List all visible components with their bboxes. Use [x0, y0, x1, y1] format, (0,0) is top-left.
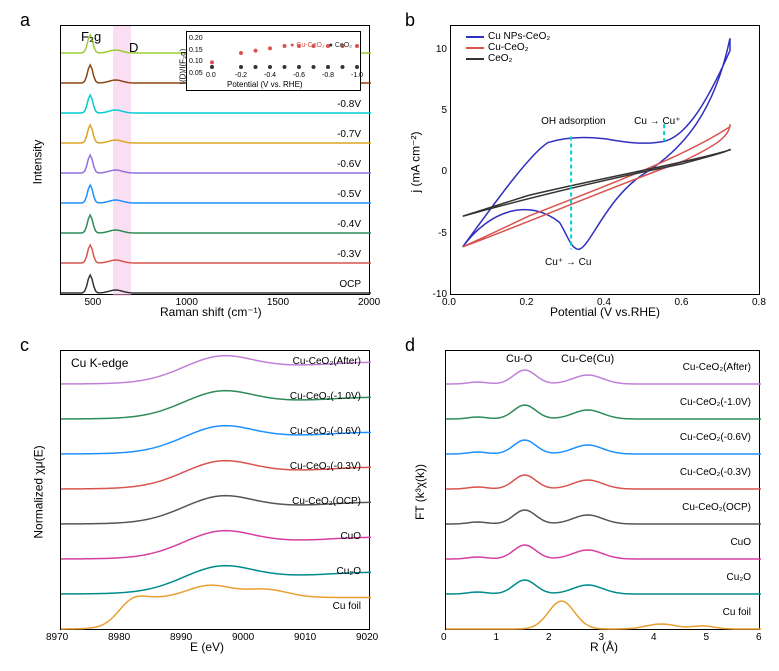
plot-d-area: Cu-O Cu-Ce(Cu) Cu-CeO₂(After)Cu-CeO₂(-1.… — [445, 350, 760, 630]
b-annotation: Cu⁺ → Cu — [545, 257, 591, 268]
c-xtick: 8990 — [170, 632, 192, 643]
d-xtick: 0 — [441, 632, 447, 643]
raman-trace-label: OCP — [339, 279, 361, 290]
b-ytick: -10 — [431, 289, 447, 300]
b-ytick: 5 — [431, 105, 447, 116]
inset-xtick: -0.2 — [235, 72, 247, 79]
c-xtick: 9010 — [294, 632, 316, 643]
peak-f2g: F₂g — [81, 29, 101, 44]
inset-xtick: 0.0 — [206, 72, 216, 79]
cv-svg — [451, 26, 761, 296]
b-legend-item: Cu-CeO₂ — [466, 42, 550, 53]
c-xtick: 8980 — [108, 632, 130, 643]
xanes-label: Cu-CeO₂(-1.0V) — [290, 391, 361, 402]
b-annotation: Cu → Cu⁺ — [634, 116, 680, 127]
exafs-label: Cu foil — [723, 607, 751, 618]
panel-b-label: b — [405, 10, 415, 31]
inset-ytick: 0.15 — [189, 47, 203, 54]
inset-legend-item: ● Cu-CeO₂ — [290, 42, 325, 49]
inset-ytick: 0.05 — [189, 70, 203, 77]
plot-c-area: Cu K-edge Cu-CeO₂(After)Cu-CeO₂(-1.0V)Cu… — [60, 350, 370, 630]
raman-trace-label: -0.7V — [337, 129, 361, 140]
c-ylabel: Normalized χμ(E) — [32, 445, 46, 538]
exafs-label: CuO — [730, 537, 751, 548]
panel-a-label: a — [20, 10, 30, 31]
b-xtick: 0.2 — [520, 297, 534, 308]
a-xtick: 1500 — [267, 297, 289, 308]
d-xtick: 5 — [704, 632, 710, 643]
inset-xlabel: Potential (V vs. RHE) — [227, 80, 303, 89]
inset-legend-item: ● CeO₂ — [329, 42, 352, 49]
raman-trace-label: -0.5V — [337, 189, 361, 200]
d-xtick: 6 — [756, 632, 762, 643]
inset-xtick: -0.4 — [264, 72, 276, 79]
b-ytick: -5 — [431, 228, 447, 239]
exafs-svg — [446, 351, 761, 631]
exafs-label: Cu-CeO₂(-0.3V) — [680, 467, 751, 478]
panel-b: b Cu NPs-CeO₂Cu-CeO₂CeO₂ OH adsorptionCu… — [395, 5, 770, 325]
inset-ytick: 0.20 — [189, 35, 203, 42]
exafs-label: Cu-CeO₂(-0.6V) — [680, 432, 751, 443]
b-ylabel: j (mA cm⁻²) — [409, 132, 423, 193]
b-legend-item: Cu NPs-CeO₂ — [466, 31, 550, 42]
a-xtick: 500 — [84, 297, 101, 308]
exafs-label: Cu₂O — [727, 572, 751, 583]
a-ylabel: Intensity — [30, 140, 44, 185]
inset-xtick: -0.8 — [322, 72, 334, 79]
exafs-label: Cu-CeO₂(OCP) — [682, 502, 751, 513]
xanes-label: Cu-CeO₂(-0.6V) — [290, 426, 361, 437]
b-annotation: OH adsorption — [541, 116, 605, 127]
inset-xtick: -1.0 — [351, 72, 363, 79]
inset-plot: I(D)/I(F₂g) Potential (V vs. RHE) 0.0-0.… — [186, 31, 361, 91]
c-xtick: 9000 — [232, 632, 254, 643]
plot-a-area: F₂g D -1.0V-0.9V-0.8V-0.7V-0.6V-0.5V-0.4… — [60, 25, 370, 295]
c-xtick: 9020 — [356, 632, 378, 643]
d-xtick: 2 — [546, 632, 552, 643]
b-xtick: 0.6 — [675, 297, 689, 308]
raman-trace-label: -0.8V — [337, 99, 361, 110]
exafs-label: Cu-CeO₂(After) — [683, 362, 751, 373]
raman-trace-label: -0.6V — [337, 159, 361, 170]
plot-b-area: Cu NPs-CeO₂Cu-CeO₂CeO₂ OH adsorption Cu →… — [450, 25, 760, 295]
d-xlabel: R (Å) — [590, 640, 618, 654]
b-ytick: 0 — [431, 166, 447, 177]
inset-ytick: 0.10 — [189, 58, 203, 65]
xanes-label: Cu foil — [333, 601, 361, 612]
panel-c-label: c — [20, 335, 29, 356]
b-legend-item: CeO₂ — [466, 53, 550, 64]
d-xtick: 1 — [494, 632, 500, 643]
inset-ylabel: I(D)/I(F₂g) — [178, 49, 187, 85]
c-xlabel: E (eV) — [190, 640, 224, 654]
panel-d-label: d — [405, 335, 415, 356]
xanes-label: Cu₂O — [337, 566, 361, 577]
raman-trace-label: -0.3V — [337, 249, 361, 260]
b-ytick: 10 — [431, 44, 447, 55]
inset-xtick: -0.6 — [293, 72, 305, 79]
d-ylabel: FT (k³χ(k)) — [413, 464, 427, 520]
a-xlabel: Raman shift (cm⁻¹) — [160, 305, 262, 319]
panel-a: a F₂g D -1.0V-0.9V-0.8V-0.7V-0.6V-0.5V-0… — [10, 5, 380, 325]
b-xtick: 0.8 — [752, 297, 766, 308]
peak-d: D — [129, 40, 138, 55]
panel-d: d Cu-O Cu-Ce(Cu) Cu-CeO₂(After)Cu-CeO₂(-… — [395, 330, 770, 660]
b-xlabel: Potential (V vs.RHE) — [550, 305, 660, 319]
xanes-label: Cu-CeO₂(After) — [293, 356, 361, 367]
c-xtick: 8970 — [46, 632, 68, 643]
xanes-label: Cu-CeO₂(OCP) — [292, 496, 361, 507]
a-xtick: 2000 — [358, 297, 380, 308]
raman-trace-label: -0.4V — [337, 219, 361, 230]
panel-c: c Cu K-edge Cu-CeO₂(After)Cu-CeO₂(-1.0V)… — [10, 330, 380, 660]
exafs-label: Cu-CeO₂(-1.0V) — [680, 397, 751, 408]
d-xtick: 4 — [651, 632, 657, 643]
xanes-label: CuO — [340, 531, 361, 542]
xanes-label: Cu-CeO₂(-0.3V) — [290, 461, 361, 472]
